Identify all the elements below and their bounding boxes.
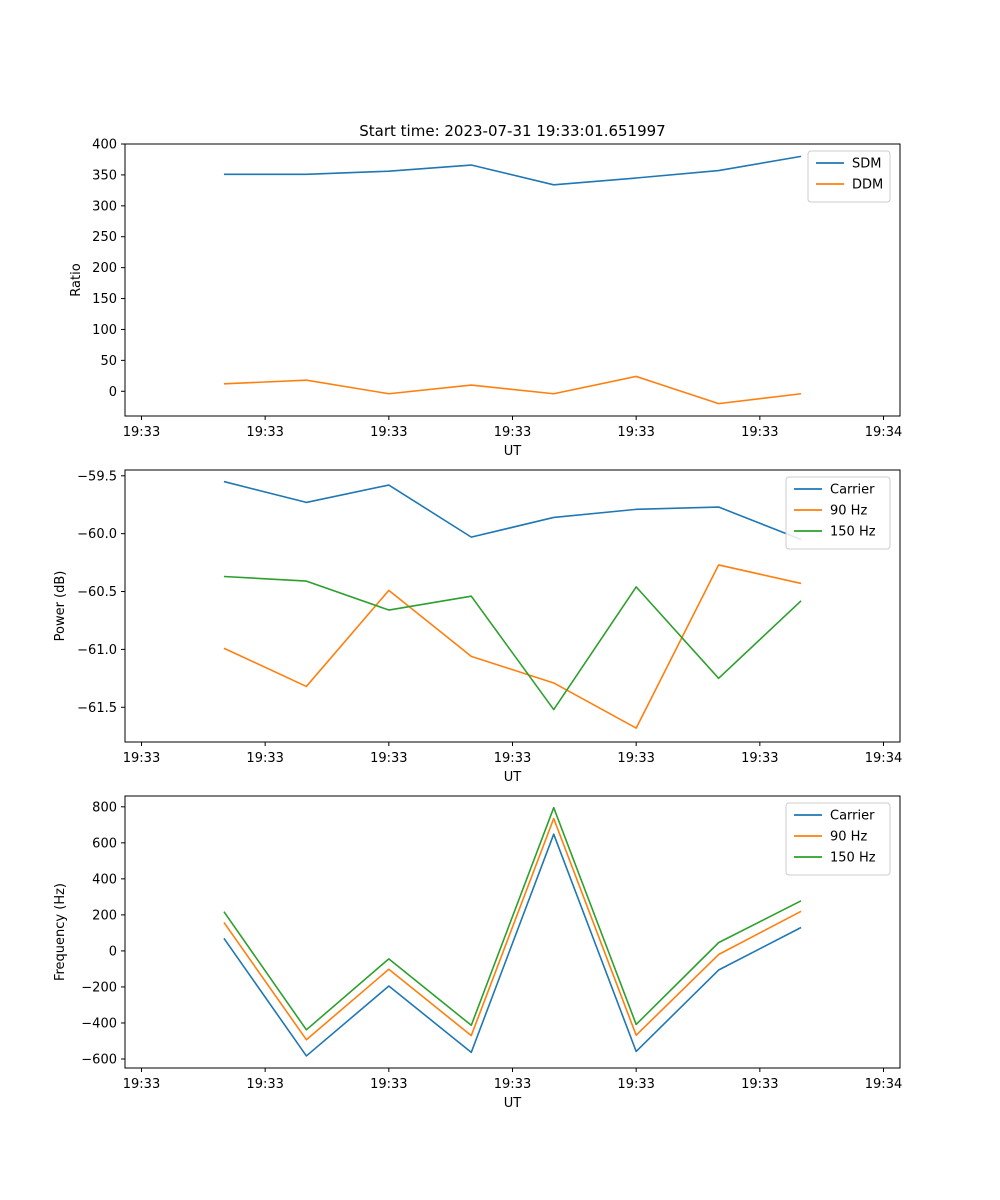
series-line-90-hz	[223, 564, 802, 729]
legend-label: Carrier	[830, 809, 875, 824]
x-tick-label: 19:33	[494, 751, 531, 766]
y-tick-label: −59.5	[77, 469, 117, 484]
series-line-ddm	[223, 375, 802, 405]
axes-frame	[124, 143, 901, 417]
x-tick-label: 19:33	[123, 1077, 160, 1092]
y-tick-label: 250	[92, 230, 117, 245]
axes-frame	[124, 469, 901, 743]
x-axis-label: UT	[504, 770, 522, 785]
y-tick-label: 600	[92, 836, 117, 851]
legend-label: 90 Hz	[830, 504, 867, 519]
y-tick-label: 0	[109, 385, 117, 400]
chart-panel-3: 19:33 19:33 19:33 19:33 19:33 19:33 19:34 −600 −…	[53, 795, 902, 1111]
x-tick-label: 19:33	[741, 751, 778, 766]
x-tick-label: 19:33	[741, 425, 778, 440]
x-tick-label: 19:33	[617, 1077, 654, 1092]
series-line-carrier	[223, 833, 802, 1057]
series-line-sdm	[223, 155, 802, 186]
series-line-150-hz	[223, 806, 802, 1031]
x-tick-label: 19:33	[246, 751, 283, 766]
y-tick-label: −61.5	[77, 701, 117, 716]
y-tick-label: 800	[92, 800, 117, 815]
x-tick-label: 19:33	[370, 1077, 407, 1092]
series-line-150-hz	[223, 575, 802, 711]
x-tick-label: 19:33	[123, 425, 160, 440]
y-tick-label: 200	[92, 908, 117, 923]
legend-label: Carrier	[830, 483, 875, 498]
y-tick-label: −200	[81, 980, 117, 995]
y-axis-label: Frequency (Hz)	[53, 883, 68, 981]
legend: SDM DDM	[807, 150, 891, 203]
x-tick-label: 19:33	[246, 425, 283, 440]
y-tick-label: 150	[92, 292, 117, 307]
legend-label: SDM	[852, 157, 881, 172]
legend-label: DDM	[852, 178, 883, 193]
y-tick-label: −61.0	[77, 643, 117, 658]
x-tick-label: 19:33	[617, 425, 654, 440]
x-tick-label: 19:33	[741, 1077, 778, 1092]
legend-label: 90 Hz	[830, 830, 867, 845]
legend-label: 150 Hz	[830, 851, 876, 866]
x-tick-label: 19:33	[246, 1077, 283, 1092]
charts-container: 19:33 19:33 19:33 19:33 19:33 19:33 19:34 0 50 10…	[53, 138, 902, 1112]
x-axis-label: UT	[504, 1096, 522, 1111]
chart-panel-2: 19:33 19:33 19:33 19:33 19:33 19:33 19:34 −61.5…	[53, 469, 902, 785]
y-tick-label: −600	[81, 1052, 117, 1067]
y-axis-label: Power (dB)	[53, 571, 68, 642]
x-tick-label: 19:34	[865, 1077, 902, 1092]
chart-panel-1: 19:33 19:33 19:33 19:33 19:33 19:33 19:34 0 50 10…	[69, 138, 902, 460]
chart-title: Start time: 2023-07-31 19:33:01.651997	[359, 122, 665, 140]
y-tick-label: 350	[92, 168, 117, 183]
x-tick-label: 19:33	[123, 751, 160, 766]
y-tick-label: 200	[92, 261, 117, 276]
axes-frame	[124, 795, 901, 1069]
y-tick-label: −60.5	[77, 585, 117, 600]
y-tick-label: −400	[81, 1016, 117, 1031]
y-tick-label: 50	[100, 354, 117, 369]
series-line-carrier	[223, 480, 802, 541]
legend-label: 150 Hz	[830, 525, 876, 540]
legend: Carrier 90 Hz 150 Hz	[785, 802, 891, 876]
legend: Carrier 90 Hz 150 Hz	[785, 476, 891, 550]
x-tick-label: 19:33	[494, 1077, 531, 1092]
y-tick-label: −60.0	[77, 527, 117, 542]
x-axis-label: UT	[504, 444, 522, 459]
y-tick-label: 0	[109, 944, 117, 959]
y-tick-label: 400	[92, 138, 117, 153]
x-tick-label: 19:34	[865, 425, 902, 440]
x-tick-label: 19:33	[370, 425, 407, 440]
y-tick-label: 400	[92, 872, 117, 887]
x-tick-label: 19:34	[865, 751, 902, 766]
y-axis-label: Ratio	[69, 263, 84, 296]
y-tick-label: 100	[92, 323, 117, 338]
x-tick-label: 19:33	[494, 425, 531, 440]
y-tick-label: 300	[92, 199, 117, 214]
series-line-90-hz	[223, 817, 802, 1041]
x-tick-label: 19:33	[617, 751, 654, 766]
x-tick-label: 19:33	[370, 751, 407, 766]
